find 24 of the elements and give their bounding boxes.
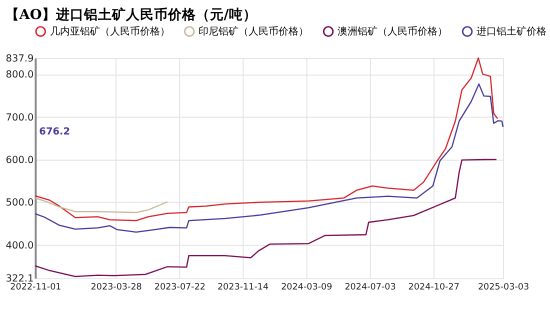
legend-label: 几内亚铝矿（人民币价格）	[50, 25, 170, 38]
x-tick-label: 2023-11-14	[217, 282, 269, 292]
x-tick-label: 2025-03-03	[478, 282, 530, 292]
legend-label: 印尼铝矿（人民币价格）	[198, 25, 309, 38]
y-tick-label: 700.0	[6, 112, 34, 124]
annotation: 676.2	[39, 126, 70, 138]
line-series	[34, 83, 504, 233]
y-tick-label: 600.0	[6, 154, 34, 166]
legend-label: 澳洲铝矿（人民币价格）	[338, 25, 448, 38]
legend-label: 进口铝土矿价格	[476, 25, 547, 38]
x-tick-label: 2024-03-09	[281, 282, 332, 292]
line-series	[34, 197, 168, 214]
line-series	[34, 158, 498, 278]
chart-title: 【AO】进口铝土矿人民币价格（元/吨）	[5, 6, 257, 23]
y-tick-label: 400.0	[6, 240, 34, 252]
x-tick-label: 2022-11-01	[10, 282, 62, 292]
line-series	[34, 57, 498, 222]
x-tick-label: 2024-07-03	[344, 282, 396, 292]
x-tick-label: 2023-03-28	[90, 282, 142, 292]
y-tick-label: 500.0	[6, 198, 34, 209]
y-tick-label: 837.9	[6, 53, 34, 64]
x-tick-label: 2024-10-27	[408, 282, 460, 292]
y-tick-label: 800.0	[6, 70, 34, 81]
x-tick-label: 2023-07-22	[154, 282, 206, 292]
